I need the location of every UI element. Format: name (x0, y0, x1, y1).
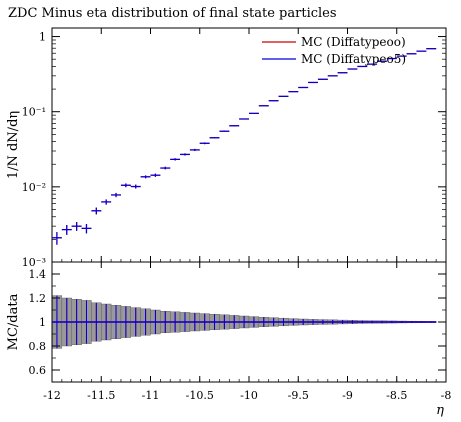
data-point-series-2 (199, 142, 210, 145)
data-point-series-2 (81, 224, 92, 234)
main-data-points (52, 48, 437, 245)
ratio-y-tick-label: 1.4 (29, 268, 47, 281)
ratio-point-series-2 (150, 310, 161, 334)
ratio-point-series-2 (199, 313, 210, 331)
ratio-point-series-2 (120, 306, 131, 338)
x-tick-label: -10.5 (186, 389, 214, 402)
ratio-y-axis-label: MC/data (6, 293, 21, 350)
data-point-series-2 (52, 232, 62, 245)
data-point-series-2 (170, 158, 181, 161)
y-tick-label: 1 (39, 31, 46, 44)
data-point-series-2 (219, 130, 230, 132)
data-point-series-2 (150, 173, 161, 177)
ratio-y-tick-label: 1.2 (29, 292, 47, 305)
ratio-point-series-2 (308, 319, 318, 325)
data-point-series-2 (101, 199, 112, 205)
y-axis-label: 1/N dN/dη (6, 111, 21, 179)
x-tick-label: -12 (43, 389, 61, 402)
ratio-point-series-2 (288, 318, 299, 326)
y-tick-label: 10⁻² (22, 181, 46, 194)
data-point-series-2 (71, 222, 82, 231)
data-point-series-2 (239, 118, 249, 120)
legend: MC (Diffatypeoo) MC (Diffatypeo5) (262, 35, 406, 66)
ratio-point-series-2 (249, 316, 259, 328)
x-tick-label: -8 (441, 389, 452, 402)
ratio-point-series-2 (357, 320, 368, 324)
main-axis-ticks: 1 10⁻¹ 10⁻² 10⁻³ (22, 28, 447, 269)
ratio-point-series-2 (229, 315, 240, 329)
ratio-point-series-2 (416, 321, 427, 323)
ratio-point-series-2 (140, 308, 151, 336)
data-point-series-2 (120, 183, 131, 188)
ratio-point-series-2 (367, 320, 378, 324)
ratio-point-series-2 (406, 321, 417, 323)
data-point-series-2 (189, 148, 200, 152)
ratio-point-series-2 (61, 298, 72, 346)
ratio-point-series-2 (268, 317, 279, 327)
ratio-point-series-2 (347, 320, 358, 324)
ratio-point-series-2 (189, 313, 200, 331)
ratio-point-series-2 (101, 304, 112, 340)
data-point-series-2 (249, 112, 259, 114)
ratio-point-series-2 (111, 305, 121, 339)
ratio-y-tick-label: 0.8 (29, 340, 47, 353)
y-tick-label: 10⁻³ (22, 256, 46, 269)
data-point-series-2 (229, 125, 240, 127)
ratio-point-series-2 (130, 307, 141, 337)
y-tick-label: 10⁻¹ (22, 106, 46, 119)
ratio-point-series-2 (278, 318, 289, 326)
x-tick-label: -9.5 (288, 389, 309, 402)
ratio-point-series-2 (337, 320, 348, 324)
ratio-point-series-2 (386, 320, 397, 324)
data-point-series-2 (209, 137, 220, 139)
ratio-point-series-2 (239, 316, 249, 328)
ratio-point-series-2 (81, 300, 92, 344)
ratio-point-series-2 (258, 317, 269, 327)
x-tick-label: -8.5 (386, 389, 407, 402)
x-tick-label: -11 (142, 389, 160, 402)
x-tick-label: -10 (240, 389, 258, 402)
ratio-point-series-2 (170, 311, 181, 333)
ratio-point-series-2 (91, 302, 102, 342)
data-point-series-2 (180, 153, 190, 156)
data-point-series-2 (140, 175, 151, 179)
ratio-y-tick-label: 1 (39, 316, 46, 329)
ratio-point-series-2 (426, 321, 437, 323)
ratio-point-series-2 (52, 295, 62, 349)
ratio-point-series-2 (298, 319, 309, 325)
ratio-point-series-2 (396, 321, 407, 323)
ratio-point-series-2 (317, 319, 328, 325)
data-point-series-2 (130, 184, 141, 189)
ratio-data-points (52, 295, 437, 349)
ratio-point-series-2 (209, 314, 220, 330)
x-axis-label: η (436, 403, 444, 418)
ratio-point-series-2 (160, 311, 171, 333)
data-point-series-2 (61, 225, 72, 235)
data-point-series-2 (111, 192, 121, 198)
legend-label-series-2: MC (Diffatypeo5) (301, 52, 406, 66)
ratio-point-series-2 (327, 319, 338, 325)
ratio-point-series-2 (71, 299, 82, 345)
x-tick-label: -9 (342, 389, 353, 402)
data-point-series-2 (160, 166, 171, 170)
ratio-axis-ticks: -12 -11.5 -11 -10.5 -10 -9.5 -9 -8.5 -8 1.4 1.2 1 0.… (29, 261, 452, 402)
ratio-y-tick-label: 0.6 (29, 364, 47, 377)
ratio-point-series-2 (180, 312, 190, 332)
legend-label-series-1: MC (Diffatypeoo) (301, 35, 406, 49)
ratio-point-series-2 (377, 320, 387, 324)
chart-title: ZDC Minus eta distribution of final stat… (8, 6, 337, 21)
data-point-series-2 (91, 207, 102, 215)
data-point-series-2 (258, 105, 269, 107)
x-tick-label: -11.5 (87, 389, 115, 402)
ratio-point-series-2 (219, 314, 230, 330)
